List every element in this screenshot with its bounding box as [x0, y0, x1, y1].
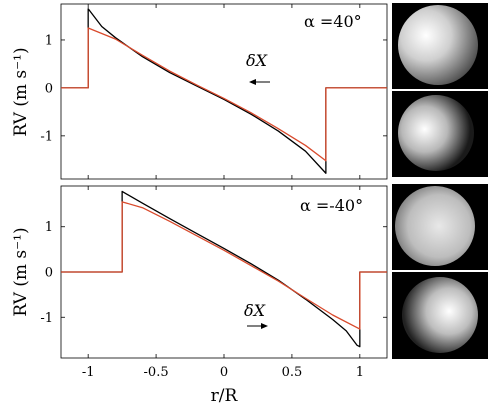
bottom-panel: -1 -0.5 0 0.5 1 -1 0 1 α =-40° δX RV (m s⁻¹) r/… — [11, 185, 388, 406]
bottom-series-line-1 — [61, 190, 387, 348]
top-arrow-head — [249, 79, 256, 85]
top-series-line-2 — [61, 27, 387, 162]
disk-image-4 — [402, 277, 478, 353]
bottom-xtick-label: 1 — [356, 365, 364, 380]
bottom-xtick-label: -0.5 — [144, 365, 169, 380]
bottom-series-line-2 — [61, 201, 387, 330]
bottom-ytick-label: -1 — [40, 311, 53, 326]
bottom-xtick-label: 0 — [220, 365, 228, 380]
bottom-ytick-label: 0 — [45, 266, 53, 281]
top-arrow-label: δX — [246, 51, 268, 70]
bottom-xtick-label: 0.5 — [282, 365, 303, 380]
x-axis-label: r/R — [211, 386, 239, 406]
bottom-xtick-label: -1 — [82, 365, 95, 380]
top-axes-frame — [60, 3, 388, 180]
disk-image-2 — [398, 95, 474, 171]
disk-image-3 — [395, 186, 475, 266]
top-ytick-label: 0 — [45, 81, 53, 96]
bottom-ytick-label: 1 — [45, 220, 53, 235]
top-panel: -1 0 1 α =40° δX RV (m s⁻¹) — [11, 3, 388, 180]
disk-image-1 — [398, 5, 478, 85]
top-ticks: -1 0 1 — [40, 4, 387, 179]
bottom-annotation: α =-40° — [300, 196, 363, 215]
top-ylabel: RV (m s⁻¹) — [11, 47, 31, 136]
bottom-arrow-head — [261, 323, 268, 329]
bottom-series — [61, 190, 387, 348]
top-annotation: α =40° — [304, 12, 362, 31]
top-ytick-label: 1 — [45, 33, 53, 48]
bottom-arrow-label: δX — [244, 301, 266, 320]
top-series — [61, 8, 387, 174]
top-series-line-1 — [61, 8, 387, 174]
bottom-ylabel: RV (m s⁻¹) — [11, 227, 31, 316]
bottom-ticks: -1 -0.5 0 0.5 1 -1 0 1 — [40, 186, 387, 380]
disk-images — [392, 3, 488, 359]
top-ytick-label: -1 — [40, 129, 53, 144]
